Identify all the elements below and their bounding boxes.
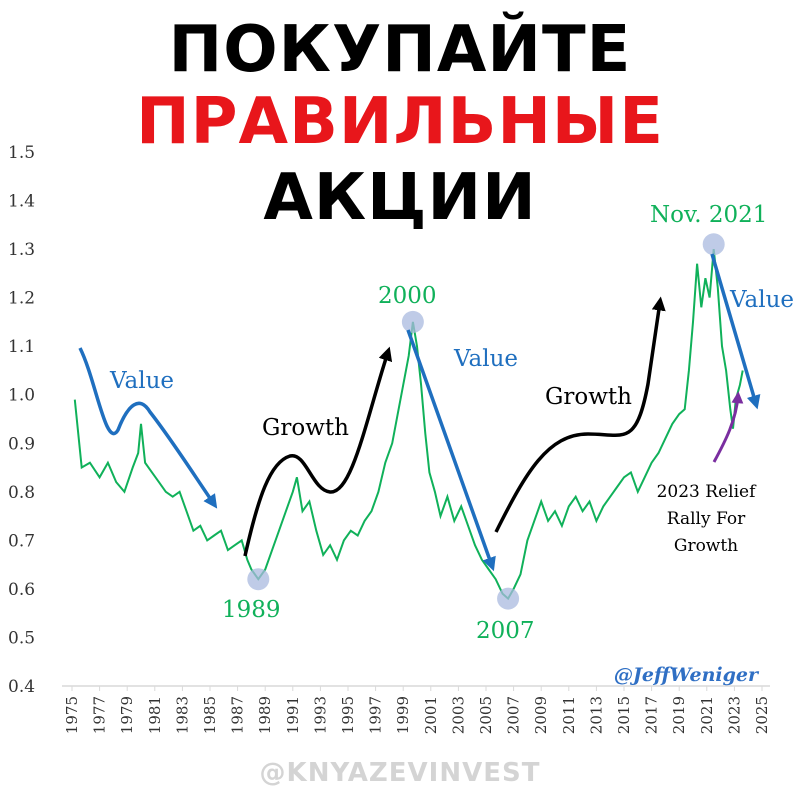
x-tick-label: 2017 <box>643 696 661 734</box>
x-tick-label: 1985 <box>201 696 219 734</box>
credit-label: @JeffWeniger <box>614 664 760 686</box>
x-tick-label: 1991 <box>284 696 302 734</box>
x-tick-label: 2009 <box>532 696 550 734</box>
x-tick-label: 1995 <box>339 696 357 734</box>
value-arrow-1975 <box>78 347 218 509</box>
x-tick-label: 2007 <box>505 696 523 734</box>
highlight-marker <box>702 233 725 256</box>
x-tick-label: 1983 <box>173 696 191 734</box>
annotation-1989: 1989 <box>222 597 281 623</box>
watermark: @KNYAZEVINVEST <box>259 758 541 788</box>
series-line <box>73 248 744 601</box>
y-tick-label: 1.2 <box>8 289 35 309</box>
headline-line-1: ПОКУПАЙТЕ <box>168 13 632 87</box>
y-tick-label: 1.4 <box>8 192 35 212</box>
annotation-growth-1989: Growth <box>262 415 349 441</box>
growth-arrow-1989 <box>243 346 393 557</box>
x-tick-label: 1993 <box>311 696 329 734</box>
x-tick-label: 2003 <box>449 696 467 734</box>
x-tick-label: 1999 <box>394 696 412 734</box>
annotation-nov-2021: Nov. 2021 <box>650 202 767 228</box>
y-tick-label: 0.9 <box>8 434 35 454</box>
annotation-2007: 2007 <box>476 618 535 644</box>
x-tick-label: 2015 <box>615 696 633 734</box>
annotation-growth-2007: Growth <box>545 384 632 410</box>
relief-arrow-2023 <box>712 391 744 463</box>
x-tick-label: 1975 <box>63 696 81 734</box>
headline-line-3: АКЦИИ <box>263 161 537 235</box>
annotation-relief-line2: Rally For <box>667 509 746 529</box>
annotation-value-2000: Value <box>453 346 518 372</box>
y-tick-label: 0.7 <box>8 531 35 551</box>
y-axis: 0.4 0.5 0.6 0.7 0.8 0.9 1.0 1.1 1.2 1.3 1.4 1.5 <box>8 143 35 697</box>
annotation-relief-line3: Growth <box>674 536 738 556</box>
y-tick-label: 0.6 <box>8 580 35 600</box>
headline-line-2: ПРАВИЛЬНЫЕ <box>136 85 664 159</box>
y-tick-label: 1.5 <box>8 143 35 163</box>
x-tick-label: 2019 <box>670 696 688 734</box>
annotation-relief-line1: 2023 Relief <box>657 482 757 502</box>
annotation-value-2021: Value <box>729 287 794 313</box>
x-tick-label: 2021 <box>698 696 716 734</box>
x-tick-label: 1997 <box>367 696 385 734</box>
x-tick-label: 1977 <box>91 696 109 734</box>
y-tick-label: 1.0 <box>8 386 35 406</box>
highlight-markers <box>247 233 725 610</box>
value-arrow-2000 <box>406 329 496 572</box>
x-tick-label: 2001 <box>422 696 440 734</box>
annotation-value-1975: Value <box>109 368 174 394</box>
x-tick-label: 1979 <box>118 696 136 734</box>
highlight-marker <box>497 587 520 610</box>
x-tick-label: 1981 <box>146 696 164 734</box>
y-tick-label: 1.1 <box>8 337 35 357</box>
highlight-marker <box>401 310 424 333</box>
value-arrow-2021 <box>710 253 761 410</box>
x-tick-label: 1987 <box>229 696 247 734</box>
highlight-marker <box>247 568 270 591</box>
x-tick-label: 2013 <box>587 696 605 734</box>
y-tick-label: 0.5 <box>8 628 35 648</box>
y-tick-label: 0.4 <box>8 677 35 697</box>
annotation-2000: 2000 <box>378 283 437 309</box>
x-tick-label: 2005 <box>477 696 495 734</box>
x-tick-label: 2023 <box>725 696 743 734</box>
x-tick-label: 2025 <box>753 696 771 734</box>
y-tick-label: 0.8 <box>8 483 35 503</box>
y-tick-label: 1.3 <box>8 240 35 260</box>
x-tick-label: 2011 <box>560 696 578 734</box>
x-axis: 1975 1977 1979 1981 1983 1985 1987 1989 1991 1993… <box>62 685 771 734</box>
x-tick-label: 1989 <box>256 696 274 734</box>
growth-arrow-2007 <box>494 296 666 533</box>
